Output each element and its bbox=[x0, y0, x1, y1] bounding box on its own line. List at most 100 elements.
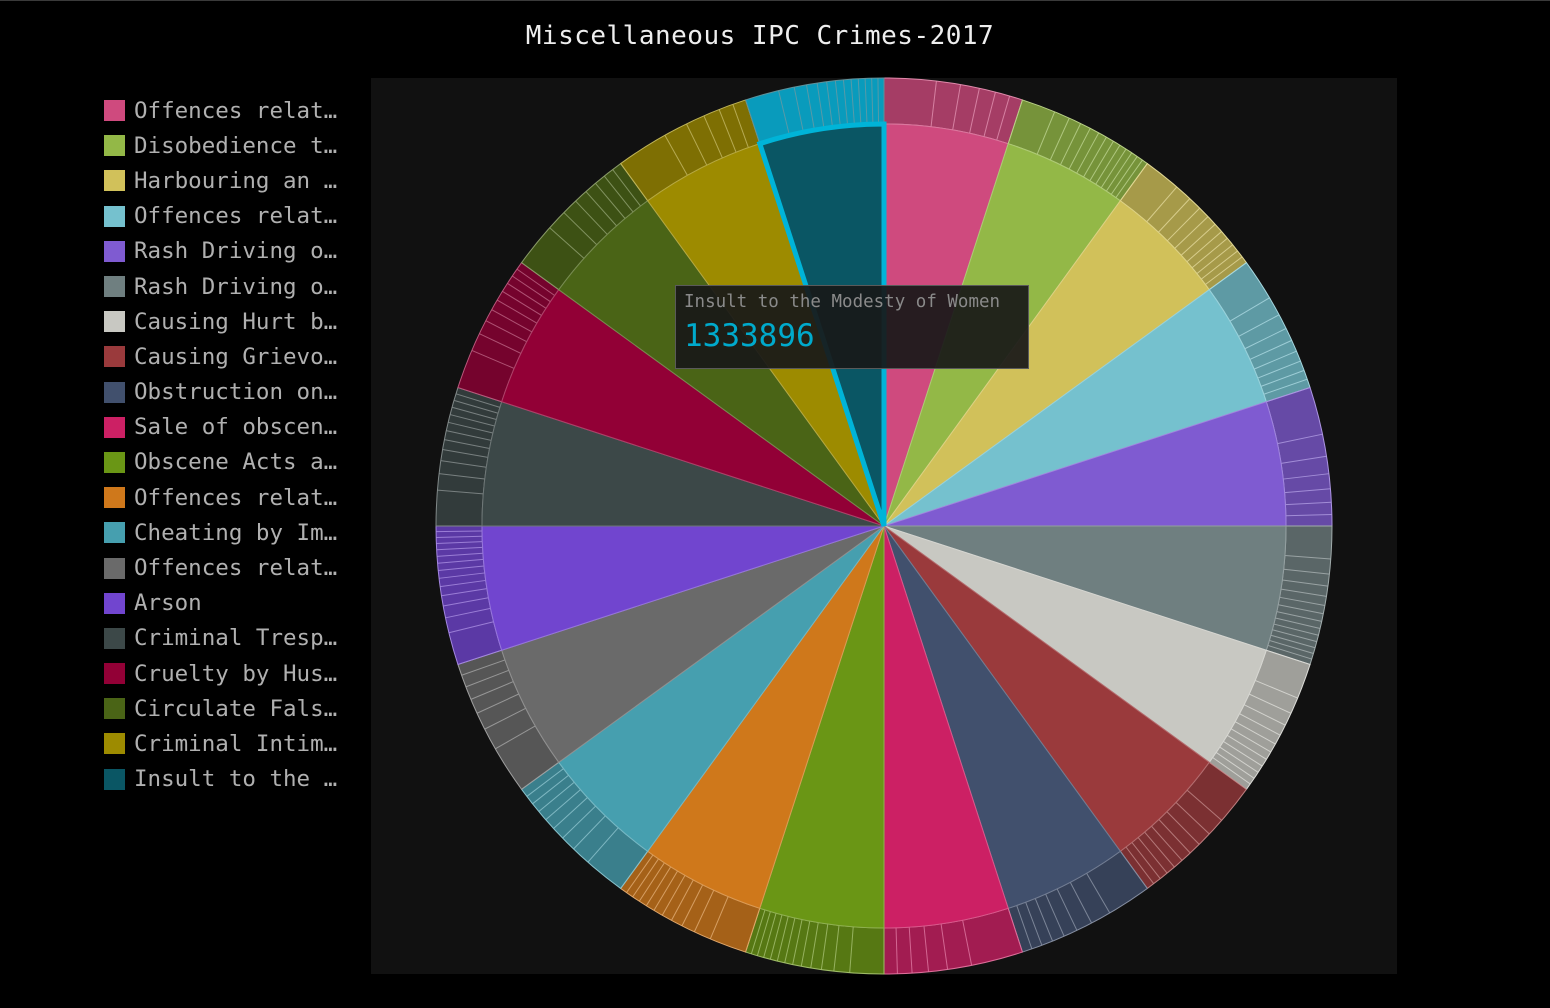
legend-swatch bbox=[104, 205, 125, 227]
legend-item[interactable]: Obstruction on… bbox=[104, 375, 354, 410]
pie-slice-group[interactable] bbox=[883, 525, 1149, 953]
pie-subdivision bbox=[1166, 207, 1201, 242]
pie-subdivision bbox=[693, 889, 715, 933]
pie-subdivision bbox=[507, 282, 547, 309]
legend-item[interactable]: Causing Grievo… bbox=[104, 339, 354, 374]
pie-subdivision bbox=[983, 91, 996, 137]
legend-item[interactable]: Offences relat… bbox=[104, 93, 354, 128]
tooltip: Insult to the Modesty of Women 1333896 bbox=[675, 285, 1029, 369]
legend-item[interactable]: Offences relat… bbox=[104, 550, 354, 585]
pie-subdivision bbox=[1212, 757, 1251, 785]
pie-subdivision bbox=[516, 268, 555, 296]
legend-item[interactable]: Rash Driving o… bbox=[104, 269, 354, 304]
pie-slice-group[interactable] bbox=[883, 525, 1024, 975]
pie-subdivision bbox=[502, 290, 542, 316]
pie-subdivision bbox=[575, 200, 608, 235]
pie-subdivision bbox=[1151, 825, 1183, 861]
pie-subdivision bbox=[1060, 123, 1082, 166]
legend-item[interactable]: Disobedience t… bbox=[104, 128, 354, 163]
pie-subdivision bbox=[1226, 734, 1267, 760]
legend-label: Cruelty by Hus… bbox=[134, 660, 338, 687]
pie-subdivision bbox=[440, 460, 487, 468]
legend-item[interactable]: Causing Hurt b… bbox=[104, 304, 354, 339]
pie-slice-group[interactable] bbox=[520, 525, 885, 890]
legend-swatch bbox=[104, 663, 125, 685]
legend-swatch bbox=[104, 451, 125, 473]
pie-subdivision bbox=[470, 681, 514, 700]
pie-slice-group[interactable] bbox=[435, 386, 885, 527]
pie-subdivision bbox=[1025, 902, 1043, 946]
pie-subdivision bbox=[1049, 117, 1070, 161]
pie-subdivision bbox=[833, 925, 840, 972]
pie-subdivision bbox=[441, 588, 487, 597]
legend-item[interactable]: Criminal Intim… bbox=[104, 726, 354, 761]
pie-subdivision bbox=[1248, 693, 1292, 714]
legend-item[interactable]: Offences relat… bbox=[104, 199, 354, 234]
pie-subdivision bbox=[653, 870, 678, 911]
pie-slice-group[interactable] bbox=[619, 525, 885, 953]
legend-item[interactable]: Harbouring an … bbox=[104, 163, 354, 198]
pie-slice-group[interactable] bbox=[883, 162, 1248, 527]
pie-slice-group[interactable] bbox=[883, 261, 1311, 527]
pie-subdivision bbox=[1095, 144, 1121, 185]
pie-subdivision bbox=[444, 439, 490, 449]
pie-subdivision bbox=[1229, 297, 1270, 322]
pie-subdivision bbox=[877, 78, 880, 125]
pie-subdivision bbox=[448, 621, 494, 634]
tooltip-label: Insult to the Modesty of Women bbox=[684, 292, 1001, 312]
pie-subdivision bbox=[1144, 831, 1175, 868]
pie-subdivision bbox=[842, 79, 849, 126]
pie-subdivision bbox=[1200, 250, 1238, 280]
legend-item[interactable]: Arson bbox=[104, 586, 354, 621]
pie-subdivision bbox=[626, 854, 654, 893]
legend-item[interactable]: Sale of obscen… bbox=[104, 410, 354, 445]
legend-item[interactable]: Obscene Acts a… bbox=[104, 445, 354, 480]
legend-item[interactable]: Insult to the … bbox=[104, 762, 354, 797]
pie-subdivision bbox=[732, 104, 749, 148]
legend-item[interactable]: Cruelty by Hus… bbox=[104, 656, 354, 691]
tooltip-value: 1333896 bbox=[684, 318, 815, 354]
legend-swatch bbox=[104, 311, 125, 333]
pie-subdivision bbox=[952, 84, 962, 130]
legend-label: Harbouring an … bbox=[134, 167, 338, 194]
legend-item[interactable]: Offences relat… bbox=[104, 480, 354, 515]
pie-subdivision bbox=[436, 530, 483, 533]
pie-subdivision bbox=[792, 919, 803, 965]
legend-item[interactable]: Cheating by Im… bbox=[104, 515, 354, 550]
pie-subdivision bbox=[718, 109, 737, 153]
legend-label: Insult to the … bbox=[134, 766, 338, 793]
legend-label: Obscene Acts a… bbox=[134, 449, 338, 476]
legend-label: Rash Driving o… bbox=[134, 273, 338, 300]
pie-subdivision bbox=[793, 86, 804, 133]
legend-label: Criminal Intim… bbox=[134, 730, 338, 757]
pie-subdivision bbox=[1282, 579, 1329, 587]
pie-subdivision bbox=[1267, 644, 1312, 660]
pie-subdivision bbox=[1269, 639, 1314, 654]
pie-subdivision bbox=[1100, 148, 1127, 189]
legend-item[interactable]: Circulate Fals… bbox=[104, 691, 354, 726]
pie-subdivision bbox=[1277, 433, 1323, 445]
pie-subdivision bbox=[1270, 634, 1316, 649]
pie-subdivision bbox=[465, 669, 509, 688]
legend-label: Sale of obscen… bbox=[134, 414, 338, 441]
pie-subdivision bbox=[1253, 350, 1297, 370]
pie-slice-group[interactable] bbox=[457, 261, 885, 527]
pie-subdivision bbox=[437, 489, 484, 495]
pie-slice-group[interactable] bbox=[435, 525, 885, 666]
pie-slice-group[interactable] bbox=[883, 525, 1311, 791]
legend-swatch bbox=[104, 768, 125, 790]
pie-subdivision bbox=[563, 212, 598, 246]
pie-slice-group[interactable] bbox=[883, 525, 1333, 666]
legend-label: Disobedience t… bbox=[134, 132, 338, 159]
pie-subdivision bbox=[1243, 704, 1286, 726]
pie-subdivision bbox=[1186, 231, 1222, 263]
pie-subdivision bbox=[526, 768, 564, 797]
legend-item[interactable]: Criminal Tresp… bbox=[104, 621, 354, 656]
pie-subdivision bbox=[805, 84, 815, 131]
pie-subdivision bbox=[895, 927, 898, 974]
pie-subdivision bbox=[638, 862, 665, 902]
pie-subdivision bbox=[553, 797, 588, 829]
legend-item[interactable]: Rash Driving o… bbox=[104, 234, 354, 269]
legend-label: Circulate Fals… bbox=[134, 695, 338, 722]
